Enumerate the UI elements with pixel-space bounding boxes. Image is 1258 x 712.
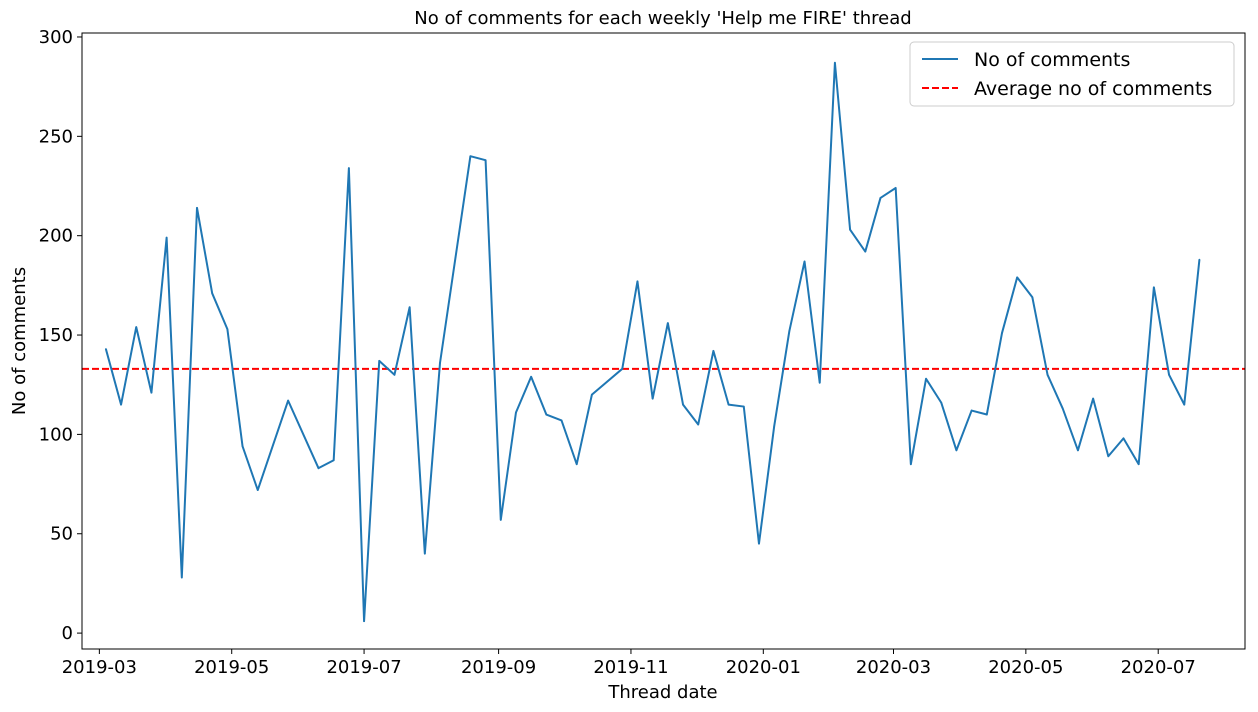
data-point (697, 423, 700, 426)
data-point (120, 403, 122, 406)
data-point (894, 187, 897, 189)
data-point (910, 463, 912, 466)
data-point (1016, 276, 1018, 279)
data-point (591, 393, 593, 396)
data-point (1137, 463, 1140, 466)
data-point (575, 463, 578, 466)
series-line-comments (104, 61, 1201, 623)
y-axis: 0 50 100 150 200 250 300 (39, 27, 82, 644)
legend-label-comments: No of comments (974, 49, 1130, 71)
data-point (1001, 332, 1003, 334)
data-point (256, 489, 259, 491)
y-tick-label: 200 (39, 226, 73, 247)
data-point (1031, 296, 1034, 299)
x-tick-label: 2020-03 (856, 657, 931, 678)
series-group (104, 61, 1201, 623)
x-axis-title: Thread date (607, 682, 717, 703)
data-point (499, 519, 502, 521)
data-point (1153, 286, 1155, 289)
data-point (758, 542, 760, 545)
legend: No of comments Average no of comments (909, 41, 1235, 107)
data-point (484, 159, 487, 161)
data-point (287, 399, 289, 402)
data-point (393, 373, 396, 376)
data-point (667, 322, 669, 324)
y-tick-label: 250 (39, 126, 73, 147)
data-point (1046, 373, 1049, 376)
legend-label-average: Average no of comments (974, 78, 1212, 100)
data-point (970, 409, 973, 412)
data-point (1122, 437, 1125, 440)
data-point (135, 326, 138, 328)
x-tick-label: 2019-11 (593, 657, 668, 678)
data-point (940, 401, 943, 404)
data-point (1077, 449, 1079, 452)
data-point (834, 62, 836, 64)
data-point (317, 467, 320, 469)
x-tick-label: 2020-07 (1121, 657, 1196, 678)
data-point (818, 381, 821, 384)
data-point (241, 445, 244, 448)
data-point (864, 250, 867, 253)
y-tick-label: 50 (50, 524, 73, 545)
data-point (682, 403, 684, 406)
data-point (348, 167, 350, 169)
y-tick-label: 100 (39, 424, 73, 445)
data-point (105, 348, 107, 350)
data-point (211, 292, 213, 295)
data-point (925, 377, 927, 380)
data-point (515, 411, 517, 414)
data-point (469, 155, 472, 157)
data-point (1092, 397, 1094, 400)
data-point (651, 397, 654, 400)
y-tick-label: 0 (62, 623, 73, 644)
data-point (545, 413, 548, 416)
chart-title: No of comments for each weekly 'Help me … (414, 8, 911, 29)
data-point (788, 330, 791, 332)
data-point (742, 405, 745, 408)
data-point (150, 391, 153, 394)
data-point (226, 328, 229, 330)
data-point (378, 360, 381, 362)
data-point (1061, 407, 1064, 410)
y-tick-label: 150 (39, 325, 73, 346)
data-point (621, 368, 624, 370)
data-point (773, 425, 775, 428)
data-point (955, 449, 958, 452)
data-point (439, 362, 441, 364)
data-point (196, 207, 198, 209)
data-point (636, 280, 639, 283)
data-point (363, 620, 365, 622)
data-point (849, 228, 851, 231)
data-point (424, 552, 426, 555)
x-axis: 2019-03 2019-05 2019-07 2019-09 2019-11 2020-… (62, 649, 1196, 678)
data-point (727, 403, 730, 406)
data-point (165, 236, 168, 239)
x-tick-label: 2019-07 (326, 657, 401, 678)
data-point (1198, 258, 1201, 261)
data-point (181, 576, 183, 579)
plot-frame (81, 32, 1246, 650)
x-tick-label: 2019-05 (194, 657, 269, 678)
data-point (530, 375, 532, 378)
y-tick-label: 300 (39, 27, 73, 48)
data-point (879, 197, 882, 199)
data-point (803, 260, 806, 263)
data-point (712, 350, 715, 352)
data-point (560, 419, 563, 422)
data-point (1107, 455, 1110, 458)
data-point (1168, 373, 1170, 376)
data-point (1183, 403, 1186, 406)
x-tick-label: 2019-03 (62, 657, 137, 678)
x-tick-label: 2020-05 (988, 657, 1063, 678)
x-tick-label: 2019-09 (461, 657, 536, 678)
x-tick-label: 2020-01 (726, 657, 801, 678)
legend-box (909, 41, 1235, 107)
data-point (986, 413, 988, 416)
y-axis-title: No of comments (9, 267, 30, 415)
data-point (332, 459, 335, 462)
data-point (408, 306, 411, 309)
